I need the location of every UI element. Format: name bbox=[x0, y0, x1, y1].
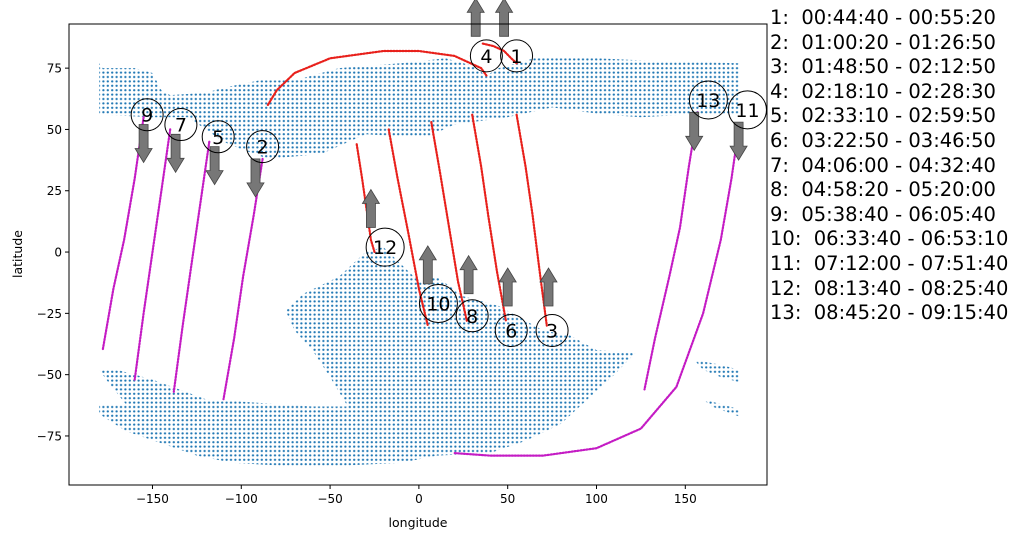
pass-track-1 bbox=[481, 42, 518, 65]
pass-marker-3 bbox=[535, 314, 569, 348]
pass-number-1: 1 bbox=[511, 46, 523, 68]
y-tick-label: −75 bbox=[37, 429, 62, 443]
legend-entry-6: 6: 03:22:50 - 03:46:50 bbox=[770, 128, 996, 152]
pass-track-8 bbox=[430, 121, 468, 322]
pass-number-13: 13 bbox=[696, 90, 720, 112]
pass-track-5 bbox=[172, 140, 211, 393]
y-tick-label: 75 bbox=[47, 62, 62, 76]
pass-tracks-layer bbox=[101, 42, 740, 457]
pass-track-11 bbox=[453, 128, 740, 457]
pass-number-12: 12 bbox=[373, 237, 397, 259]
y-tick-label: −50 bbox=[37, 368, 62, 382]
y-axis: 75 50 25 0 −25 −50 −75 bbox=[37, 62, 69, 443]
x-axis: −150 −100 −50 0 50 100 150 bbox=[136, 485, 697, 506]
plot-frame bbox=[68, 23, 768, 486]
pass-track-13 bbox=[643, 111, 699, 391]
pass-time-legend: 1: 00:44:40 - 00:55:20 2: 01:00:20 - 01:2… bbox=[770, 6, 1008, 326]
coverage-region-south bbox=[99, 247, 636, 466]
down-arrow-icon-7 bbox=[166, 133, 185, 174]
legend-entry-12: 12: 08:13:40 - 08:25:40 bbox=[770, 276, 1009, 300]
up-arrow-icon-1 bbox=[494, 0, 514, 37]
legend-entry-13: 13: 08:45:20 - 09:15:40 bbox=[770, 301, 1009, 325]
pass-number-2: 2 bbox=[257, 137, 269, 159]
y-tick-label: 25 bbox=[47, 184, 62, 198]
y-tick-label: 50 bbox=[47, 123, 62, 137]
y-axis-label: latitude bbox=[10, 230, 25, 278]
pass-marker-1 bbox=[500, 39, 534, 73]
pass-marker-4 bbox=[469, 39, 503, 73]
up-arrow-icon-6 bbox=[498, 267, 517, 307]
legend-entry-1: 1: 00:44:40 - 00:55:20 bbox=[770, 6, 996, 29]
legend-entry-7: 7: 04:06:00 - 04:32:40 bbox=[770, 153, 996, 177]
pass-marker-13 bbox=[688, 80, 728, 120]
x-axis-label: longitude bbox=[389, 515, 448, 530]
down-arrow-icon-5 bbox=[205, 146, 224, 186]
pass-number-10: 10 bbox=[426, 294, 450, 316]
legend-entry-3: 3: 01:48:50 - 02:12:50 bbox=[770, 55, 996, 79]
legend-entry-8: 8: 04:58:20 - 05:20:00 bbox=[770, 178, 996, 202]
legend-entry-2: 2: 01:00:20 - 01:26:50 bbox=[770, 30, 996, 54]
pass-marker-10 bbox=[418, 284, 458, 324]
x-tick-label: −100 bbox=[225, 492, 258, 506]
pass-track-10 bbox=[387, 128, 429, 327]
pass-marker-5 bbox=[201, 120, 235, 154]
pass-number-11: 11 bbox=[735, 100, 759, 122]
pass-track-3 bbox=[515, 113, 548, 327]
coverage-layer bbox=[99, 58, 739, 466]
pass-marker-8 bbox=[455, 299, 489, 333]
pass-number-8: 8 bbox=[466, 306, 478, 328]
coverage-region-south-east-islet bbox=[694, 359, 739, 382]
pass-marker-9 bbox=[130, 98, 164, 132]
pass-marker-12 bbox=[365, 227, 405, 267]
up-arrow-icon-10 bbox=[418, 245, 438, 285]
x-tick-label: −150 bbox=[136, 492, 169, 506]
pass-number-3: 3 bbox=[546, 321, 558, 343]
up-arrow-icon-3 bbox=[539, 267, 558, 307]
up-arrow-icon-4 bbox=[466, 0, 485, 37]
x-tick-label: 150 bbox=[674, 492, 697, 506]
x-tick-label: 0 bbox=[415, 492, 423, 506]
pass-marker-2 bbox=[246, 130, 280, 164]
legend-entry-10: 10: 06:33:40 - 06:53:10 bbox=[770, 227, 1009, 251]
up-arrow-icon-8 bbox=[459, 254, 478, 295]
y-tick-label: −25 bbox=[37, 307, 62, 321]
legend-entry-5: 5: 02:33:10 - 02:59:50 bbox=[770, 104, 996, 128]
pass-track-9 bbox=[101, 116, 145, 352]
down-arrow-icon-13 bbox=[684, 111, 704, 152]
down-arrow-icon-9 bbox=[134, 124, 153, 164]
coverage-region-south-east-tail bbox=[703, 399, 739, 417]
coverage-region-north bbox=[99, 58, 739, 159]
y-tick-label: 0 bbox=[54, 246, 62, 260]
x-tick-label: 100 bbox=[585, 492, 608, 506]
down-arrow-icon-11 bbox=[729, 121, 748, 161]
pass-number-5: 5 bbox=[212, 127, 224, 149]
pass-marker-6 bbox=[494, 314, 528, 348]
up-arrow-icon-12 bbox=[361, 188, 381, 228]
pass-marker-7 bbox=[164, 108, 198, 142]
legend-entry-9: 9: 05:38:40 - 06:05:40 bbox=[770, 202, 996, 226]
pass-number-9: 9 bbox=[141, 105, 153, 127]
pass-track-2 bbox=[222, 157, 264, 401]
pass-track-7 bbox=[133, 128, 172, 381]
pass-track-6 bbox=[471, 113, 507, 322]
x-tick-label: 50 bbox=[500, 492, 515, 506]
pass-number-7: 7 bbox=[175, 115, 187, 137]
legend-entry-4: 4: 02:18:10 - 02:28:30 bbox=[770, 79, 996, 103]
legend-entry-11: 11: 07:12:00 - 07:51:40 bbox=[770, 251, 1009, 275]
pass-number-6: 6 bbox=[505, 321, 517, 343]
pass-number-4: 4 bbox=[480, 46, 492, 68]
pass-marker-11 bbox=[727, 90, 767, 130]
x-tick-label: −50 bbox=[317, 492, 342, 506]
